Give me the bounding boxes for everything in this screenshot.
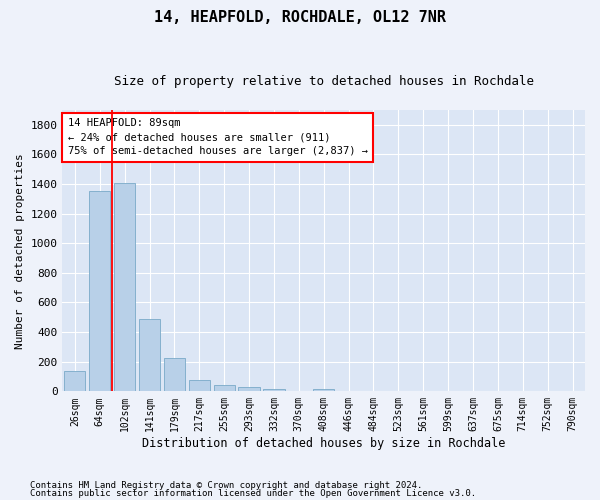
Text: 14, HEAPFOLD, ROCHDALE, OL12 7NR: 14, HEAPFOLD, ROCHDALE, OL12 7NR [154,10,446,25]
Bar [114,182,135,392]
Title: Size of property relative to detached houses in Rochdale: Size of property relative to detached ho… [114,75,534,88]
Bar [164,358,185,392]
Bar [338,390,359,392]
Bar [89,192,110,392]
Bar [313,388,334,392]
Y-axis label: Number of detached properties: Number of detached properties [15,153,25,348]
X-axis label: Distribution of detached houses by size in Rochdale: Distribution of detached houses by size … [142,437,505,450]
Bar [288,390,310,392]
Text: 14 HEAPFOLD: 89sqm
← 24% of detached houses are smaller (911)
75% of semi-detach: 14 HEAPFOLD: 89sqm ← 24% of detached hou… [68,118,368,156]
Bar [263,389,284,392]
Text: Contains HM Land Registry data © Crown copyright and database right 2024.: Contains HM Land Registry data © Crown c… [30,481,422,490]
Bar [238,387,260,392]
Text: Contains public sector information licensed under the Open Government Licence v3: Contains public sector information licen… [30,488,476,498]
Bar [64,372,85,392]
Bar [214,384,235,392]
Bar [139,319,160,392]
Bar [189,380,210,392]
